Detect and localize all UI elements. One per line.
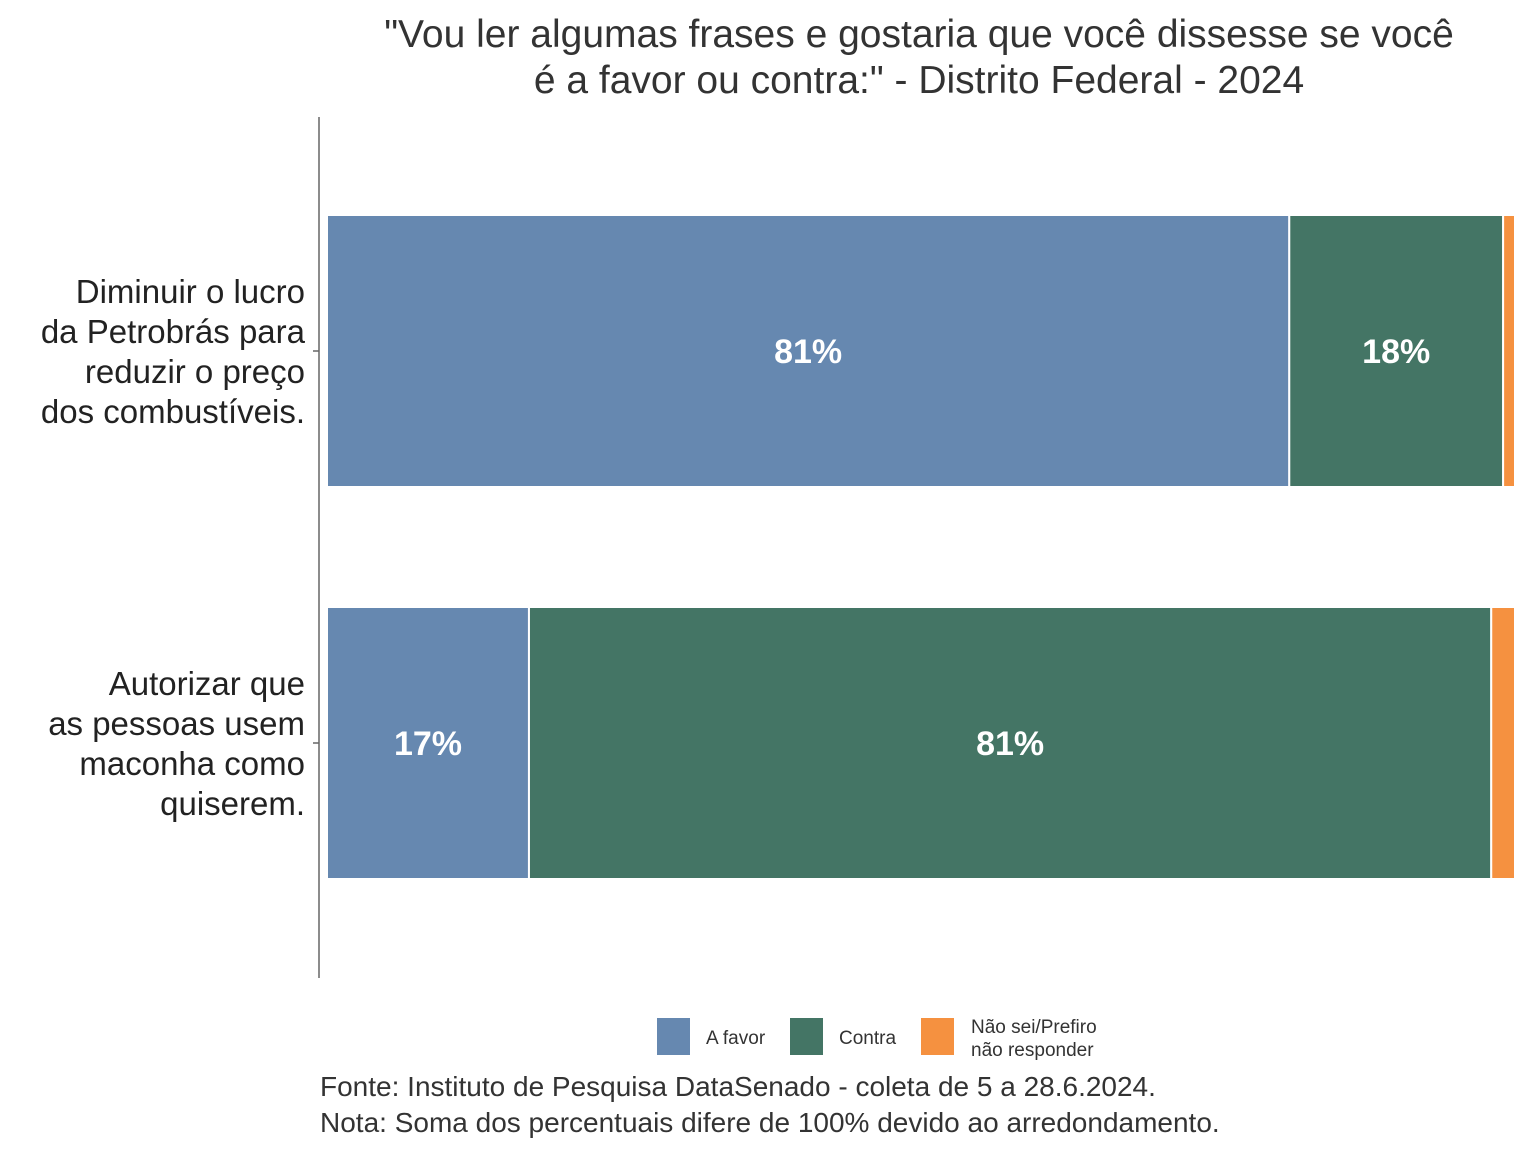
category-label-line: Autorizar que: [109, 665, 305, 702]
category-label-line: reduzir o preço: [85, 353, 305, 390]
category-label-line: maconha como: [79, 745, 305, 782]
chart-caption: Fonte: Instituto de Pesquisa DataSenado …: [320, 1071, 1220, 1138]
legend-label: Contra: [839, 1028, 896, 1049]
category-label-line: quiserem.: [160, 785, 305, 822]
legend-swatch: [657, 1018, 690, 1055]
legend-label-line: não responder: [971, 1040, 1094, 1061]
bar-value-label: 17%: [394, 725, 462, 763]
caption-line: Nota: Soma dos percentuais difere de 100…: [320, 1107, 1220, 1138]
legend-label: A favor: [706, 1028, 766, 1049]
legend-swatch: [921, 1018, 954, 1055]
legend-swatch: [790, 1018, 823, 1055]
category-labels: Diminuir o lucro da Petrobrás para reduzir…: [41, 273, 306, 822]
caption-line: Fonte: Instituto de Pesquisa DataSenado …: [320, 1071, 1156, 1102]
bars: 81% 18% 17% 81%: [326, 214, 1516, 880]
chart-title: "Vou ler algumas frases e gostaria que v…: [384, 13, 1454, 102]
bar-segment: [527, 606, 1493, 880]
bar-segment: [326, 214, 1291, 488]
bar-segment: [1490, 606, 1516, 880]
category-label-line: as pessoas usem: [48, 705, 305, 742]
bar-segment: [1288, 214, 1505, 488]
category-label-line: da Petrobrás para: [41, 313, 306, 350]
legend: A favor Contra Não sei/Prefiro não responde…: [657, 1017, 1097, 1061]
bar-value-label: 81%: [774, 333, 842, 371]
title-line: "Vou ler algumas frases e gostaria que v…: [384, 13, 1454, 56]
bar-segment: [1502, 214, 1516, 488]
bar-value-label: 18%: [1362, 333, 1430, 371]
legend-label: Não sei/Prefiro não responder: [971, 1017, 1097, 1061]
category-label-line: dos combustíveis.: [41, 393, 305, 430]
category-label: Autorizar que as pessoas usem maconha como…: [48, 665, 305, 822]
legend-label-line: Contra: [839, 1028, 896, 1049]
y-axis-ticks: [313, 350, 319, 744]
category-label-line: Diminuir o lucro: [76, 273, 305, 310]
legend-label-line: Não sei/Prefiro: [971, 1017, 1097, 1038]
bar-segment: [326, 606, 530, 880]
legend-label-line: A favor: [706, 1028, 766, 1049]
bar-value-label: 81%: [976, 725, 1044, 763]
category-label: Diminuir o lucro da Petrobrás para reduzir…: [41, 273, 306, 430]
title-line: é a favor ou contra:" - Distrito Federal…: [534, 59, 1304, 102]
